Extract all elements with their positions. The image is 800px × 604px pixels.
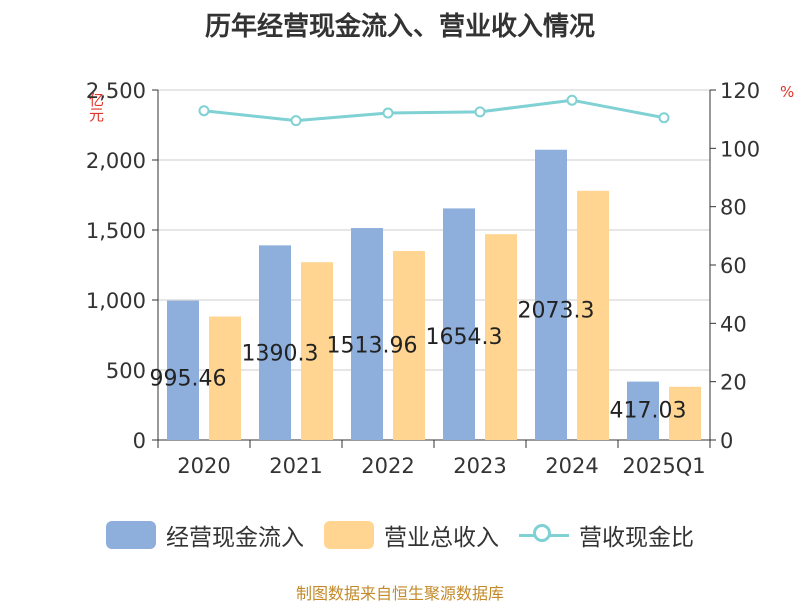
left-axis-tick-label: 1,500 [86, 219, 146, 243]
bar-cash-inflow [535, 149, 567, 440]
legend-item-revenue[interactable]: 营业总收入 [324, 518, 499, 552]
ratio-line [203, 98, 665, 123]
bar-cash-inflow [259, 245, 291, 440]
left-axis-tick-label: 2,500 [86, 79, 146, 103]
left-axis-tick-label: 1,000 [86, 289, 146, 313]
ratio-point [382, 107, 394, 119]
data-label-cash-inflow: 995.46 [150, 366, 227, 391]
bar-revenue [577, 190, 609, 440]
data-label-cash-inflow: 417.03 [610, 399, 687, 424]
x-axis-tick-label: 2021 [269, 454, 322, 478]
bar-revenue [209, 316, 241, 440]
data-label-cash-inflow: 1513.96 [327, 334, 418, 359]
legend-item-ratio[interactable]: 营收现金比 [519, 518, 694, 552]
bar-cash-inflow [627, 381, 659, 440]
source-footer: 制图数据来自恒生聚源数据库 [295, 584, 504, 603]
bar-revenue [485, 234, 517, 440]
left-axis-tick-label: 0 [133, 429, 146, 453]
data-label-cash-inflow: 1654.3 [426, 325, 503, 350]
left-axis-tick-label: 2,000 [86, 149, 146, 173]
right-axis-tick-label: 40 [720, 312, 747, 336]
chart-title: 历年经营现金流入、营业收入情况 [204, 12, 595, 42]
right-axis-tick-label: 80 [720, 196, 747, 220]
ratio-point [198, 105, 210, 117]
x-axis-tick-label: 2025Q1 [622, 454, 705, 478]
right-axis-tick-label: 0 [720, 429, 733, 453]
data-label-cash-inflow: 1390.3 [242, 341, 319, 366]
x-axis-tick-label: 2024 [545, 454, 598, 478]
bar-cash-inflow [443, 208, 475, 440]
left-axis-unit: 亿元 [87, 92, 105, 122]
legend-swatch-cash [106, 521, 156, 549]
legend-swatch-ratio [519, 521, 569, 549]
left-axis-tick-label: 500 [106, 359, 146, 383]
x-axis-tick-label: 2023 [453, 454, 506, 478]
data-label-cash-inflow: 2073.3 [518, 298, 595, 323]
bar-cash-inflow [351, 228, 383, 440]
legend-item-cash[interactable]: 经营现金流入 [106, 518, 304, 552]
right-axis-unit: % [780, 83, 795, 101]
bar-cash-inflow [167, 300, 199, 440]
bar-revenue [669, 386, 701, 440]
right-axis-tick-label: 100 [720, 137, 760, 161]
bar-revenue [393, 251, 425, 440]
ratio-point [566, 94, 578, 106]
legend-label-ratio: 营收现金比 [579, 525, 694, 551]
right-axis-tick-label: 60 [720, 254, 747, 278]
legend: 经营现金流入 营业总收入 营收现金比 [0, 518, 800, 552]
ratio-point [658, 112, 670, 124]
right-axis-tick-label: 20 [720, 371, 747, 395]
legend-label-revenue: 营业总收入 [384, 525, 499, 551]
ratio-point [474, 106, 486, 118]
right-axis-tick-label: 120 [720, 79, 760, 103]
ratio-point [290, 115, 302, 127]
x-axis-tick-label: 2022 [361, 454, 414, 478]
x-axis-tick-label: 2020 [177, 454, 230, 478]
bar-revenue [301, 262, 333, 440]
legend-swatch-revenue [324, 521, 374, 549]
legend-label-cash: 经营现金流入 [166, 525, 304, 551]
